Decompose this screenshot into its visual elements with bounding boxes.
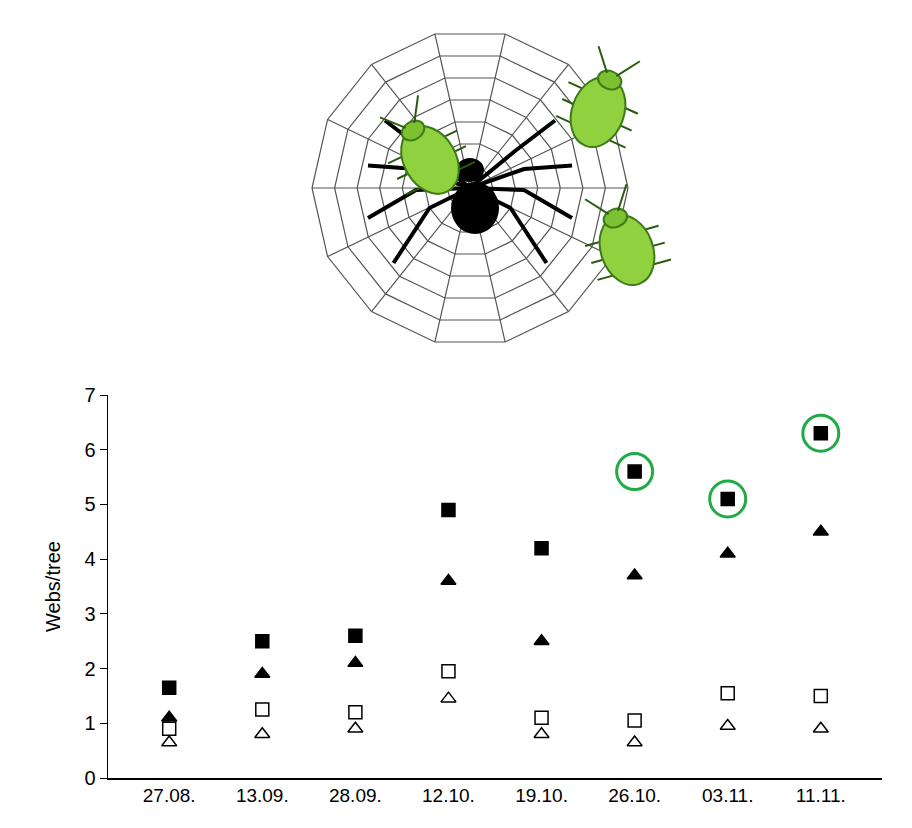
svg-text:03.11.: 03.11. (702, 785, 753, 806)
svg-text:11.11.: 11.11. (796, 785, 846, 806)
svg-text:Webs/tree: Webs/tree (42, 541, 64, 632)
svg-text:7: 7 (84, 384, 95, 406)
svg-text:28.09.: 28.09. (329, 785, 382, 806)
svg-text:4: 4 (84, 548, 95, 570)
svg-text:0: 0 (84, 767, 95, 789)
svg-text:5: 5 (84, 493, 95, 515)
svg-text:13.09.: 13.09. (236, 785, 289, 806)
svg-text:27.08.: 27.08. (143, 785, 196, 806)
svg-text:26.10.: 26.10. (608, 785, 661, 806)
svg-text:6: 6 (84, 439, 95, 461)
svg-text:3: 3 (84, 603, 95, 625)
svg-text:19.10.: 19.10. (515, 785, 568, 806)
svg-text:1: 1 (84, 712, 95, 734)
svg-text:2: 2 (84, 658, 95, 680)
svg-text:12.10.: 12.10. (422, 785, 475, 806)
